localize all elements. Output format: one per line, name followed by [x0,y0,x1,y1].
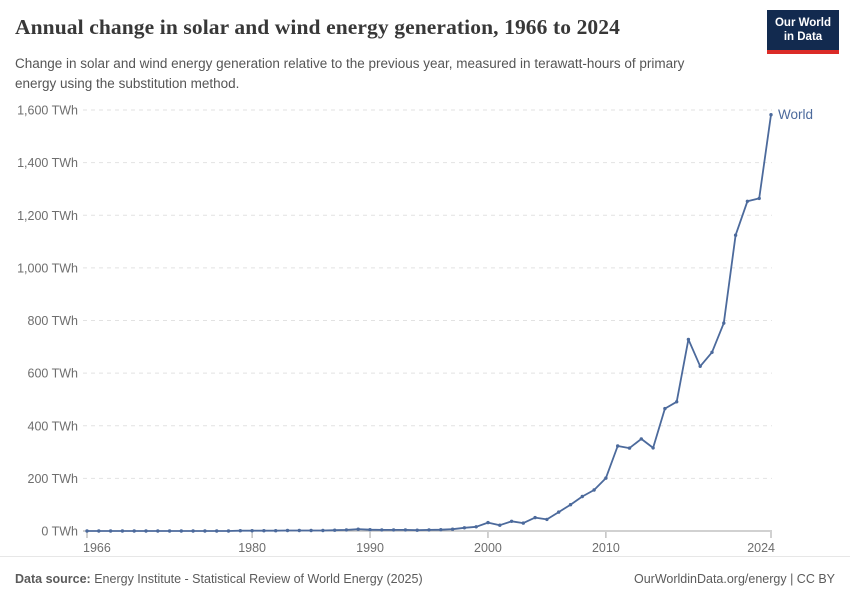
x-axis-label: 1990 [356,541,384,555]
data-point[interactable] [616,444,620,448]
data-point[interactable] [108,529,113,533]
data-point[interactable] [215,529,219,533]
data-point[interactable] [557,510,561,514]
data-point[interactable] [686,337,691,342]
data-point[interactable] [309,528,313,533]
data-point[interactable] [120,529,125,533]
data-point[interactable] [238,529,242,533]
data-point[interactable] [604,476,608,480]
data-point[interactable] [474,525,478,529]
y-axis-label: 1,400 TWh [17,156,78,170]
data-point[interactable] [415,528,419,532]
data-point[interactable] [203,529,207,533]
data-source-text: Energy Institute - Statistical Review of… [94,571,423,586]
data-point[interactable] [191,529,195,533]
footer-license-link[interactable]: OurWorldinData.org/energy | CC BY [633,571,835,586]
data-point[interactable] [733,233,738,237]
owid-logo-line1: Our World [774,17,831,29]
y-axis-label: 600 TWh [28,367,79,381]
data-point[interactable] [427,528,431,532]
data-point[interactable] [592,488,596,492]
y-axis-label: 1,000 TWh [17,261,78,275]
data-point[interactable] [509,519,514,523]
y-axis-label: 400 TWh [28,419,79,433]
data-point[interactable] [568,503,573,507]
x-axis-label: 2000 [474,541,502,555]
data-point[interactable] [321,528,325,533]
data-point[interactable] [344,528,349,532]
data-point[interactable] [179,529,183,533]
data-source-label: Data source: [15,571,91,586]
data-point[interactable] [403,528,408,532]
data-point[interactable] [85,529,89,533]
data-point[interactable] [663,406,667,411]
owid-logo: Our World in Data [767,10,839,54]
data-point[interactable] [639,437,643,441]
x-axis-label: 2010 [592,541,620,555]
y-axis-label: 800 TWh [28,314,79,328]
data-point[interactable] [521,521,525,525]
x-axis-label: 1980 [238,541,266,555]
data-point[interactable] [97,529,101,533]
data-point[interactable] [698,364,702,368]
page-title: Annual change in solar and wind energy g… [15,15,620,39]
y-axis-label: 1,600 TWh [17,104,78,118]
data-point[interactable] [439,528,443,532]
data-point[interactable] [333,528,337,532]
data-point[interactable] [450,527,455,531]
data-point[interactable] [167,529,172,533]
data-point[interactable] [391,528,396,532]
data-point[interactable] [285,528,290,533]
data-point[interactable] [297,528,301,533]
data-point[interactable] [545,517,549,522]
x-axis-label: 1966 [83,541,111,555]
y-axis-label: 1,200 TWh [17,209,78,223]
data-source-line: Data source: Energy Institute - Statisti… [15,572,423,586]
x-axis-label: 2024 [747,541,775,555]
owid-logo-line2: in Data [783,31,823,44]
data-point[interactable] [368,528,372,532]
data-point[interactable] [462,526,467,530]
world-series-end-label[interactable]: World [778,107,813,122]
data-point[interactable] [675,400,679,404]
world-series-line[interactable] [86,113,772,532]
data-point[interactable] [250,529,254,533]
footer: Data source: Energy Institute - Statisti… [0,556,850,600]
chart-subtitle: Change in solar and wind energy generati… [15,56,685,91]
data-point[interactable] [722,321,726,325]
data-point[interactable] [580,494,584,499]
data-point[interactable] [533,515,537,520]
data-point[interactable] [627,446,632,450]
data-point[interactable] [498,523,502,527]
y-axis-label: 200 TWh [28,472,79,486]
data-point[interactable] [226,529,231,533]
data-point[interactable] [745,199,750,203]
data-point[interactable] [262,529,266,533]
data-point[interactable] [757,196,761,201]
data-point[interactable] [486,520,490,525]
data-point[interactable] [132,529,136,533]
data-point[interactable] [356,527,360,531]
data-point[interactable] [380,528,384,532]
data-point[interactable] [156,529,160,533]
data-point[interactable] [769,113,773,117]
y-axis-label: 0 TWh [41,525,78,539]
data-point[interactable] [651,446,655,450]
data-point[interactable] [274,529,278,533]
data-point[interactable] [144,529,148,533]
data-point[interactable] [710,350,714,354]
